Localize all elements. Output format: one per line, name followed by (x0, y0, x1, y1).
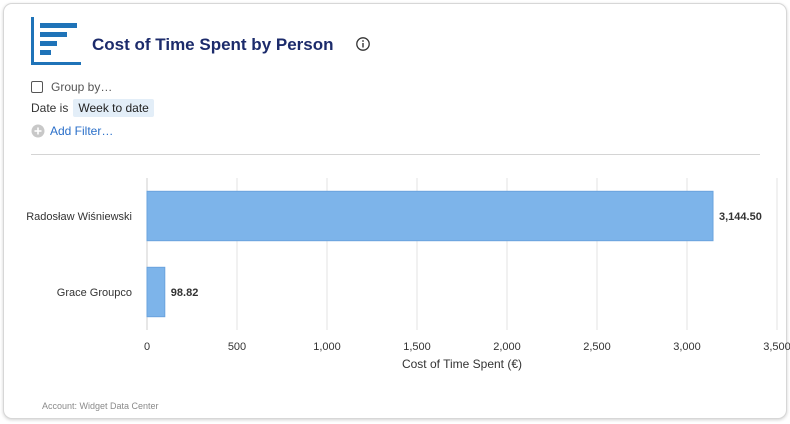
group-by-label: Group by… (51, 80, 113, 94)
add-filter-control[interactable]: Add Filter… (31, 124, 113, 138)
info-icon[interactable] (355, 36, 371, 52)
date-filter-label: Date is (31, 101, 69, 115)
x-tick-label: 500 (228, 341, 246, 353)
bar (146, 266, 166, 318)
x-tick-label: 3,000 (673, 341, 701, 353)
category-label: Grace Groupco (57, 287, 132, 299)
x-tick-label: 3,500 (763, 341, 790, 353)
x-tick-label: 0 (144, 341, 150, 353)
bar-value-label: 3,144.50 (719, 211, 762, 223)
account-footer: Account: Widget Data Center (42, 401, 159, 411)
category-label: Radosław Wiśniewski (26, 211, 132, 223)
x-axis-title: Cost of Time Spent (€) (402, 357, 522, 371)
x-tick-label: 2,500 (583, 341, 611, 353)
x-tick-label: 1,000 (313, 341, 341, 353)
divider (31, 154, 760, 155)
group-by-checkbox[interactable] (31, 81, 43, 93)
x-tick-label: 2,000 (493, 341, 521, 353)
bar-value-label: 98.82 (171, 287, 199, 299)
page-title: Cost of Time Spent by Person (92, 35, 334, 54)
x-tick-label: 1,500 (403, 341, 431, 353)
bar (146, 190, 714, 242)
bar-chart: 0 500 1,000 1,500 2,000 2,500 3,000 3,500 3,144.… (26, 178, 790, 371)
date-filter-value[interactable]: Week to date (73, 99, 154, 117)
date-filter: Date is Week to date (31, 99, 154, 117)
add-filter-link[interactable]: Add Filter… (50, 124, 114, 138)
group-by-control[interactable]: Group by… (31, 80, 112, 94)
plus-circle-icon[interactable] (31, 124, 45, 138)
bar-chart-icon (31, 17, 81, 65)
